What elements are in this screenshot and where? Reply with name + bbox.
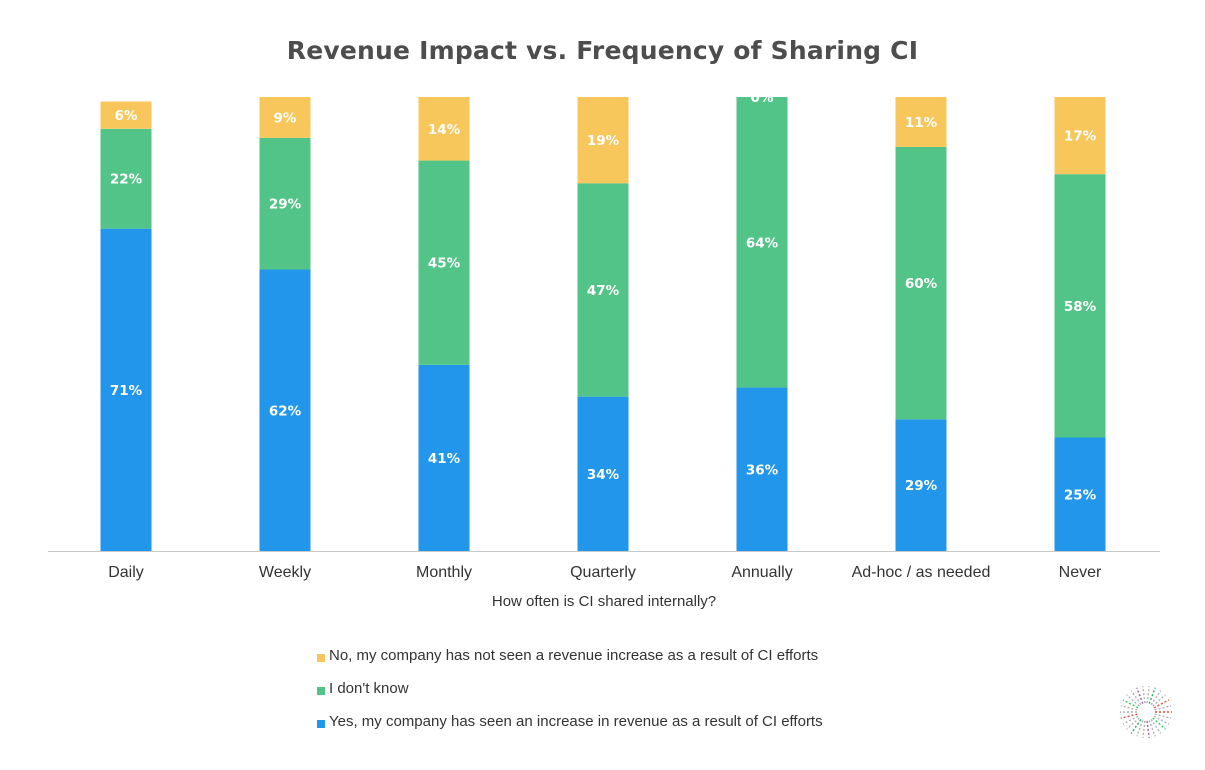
logo-ray xyxy=(1154,713,1172,719)
bar-segment-1-2 xyxy=(259,269,311,551)
data-label: 25% xyxy=(1064,487,1097,503)
logo-ray xyxy=(1148,720,1156,737)
data-label: 64% xyxy=(746,235,779,251)
logo-ray xyxy=(1150,719,1162,734)
logo-ray xyxy=(1142,686,1146,704)
data-label: 71% xyxy=(110,383,143,399)
bar-segment-2-7 xyxy=(1054,174,1106,438)
logo-ray xyxy=(1120,713,1138,719)
logo-ray xyxy=(1152,694,1166,707)
bar-segment-2-1 xyxy=(100,128,152,229)
x-tick-label: Monthly xyxy=(416,564,472,581)
x-tick-label: Weekly xyxy=(259,564,311,581)
logo-ray xyxy=(1153,715,1170,725)
x-tick-label: Ad-hoc / as needed xyxy=(852,564,991,581)
bar-segment-2-3 xyxy=(418,160,470,365)
bar-segment-1-4 xyxy=(577,396,629,551)
bar-segment-1-3 xyxy=(418,364,470,551)
logo-ray xyxy=(1136,720,1144,737)
legend-swatch xyxy=(317,653,325,662)
data-label: 29% xyxy=(269,197,302,213)
bar-segment-3-2 xyxy=(259,97,311,138)
x-axis-title: How often is CI shared internally? xyxy=(492,593,716,610)
logo-ray xyxy=(1126,694,1140,707)
data-label: 60% xyxy=(905,276,938,292)
logo-ray xyxy=(1136,687,1144,704)
logo-ray xyxy=(1122,715,1139,725)
bar-segment-1-7 xyxy=(1054,437,1106,551)
logo-ray xyxy=(1152,717,1166,730)
logo-ray xyxy=(1146,720,1150,738)
logo-ray xyxy=(1130,719,1142,734)
bar-segment-2-2 xyxy=(259,137,311,270)
bar-segment-3-6 xyxy=(895,97,947,147)
bar-segment-2-4 xyxy=(577,183,629,397)
data-label: 34% xyxy=(587,467,620,483)
data-label: 14% xyxy=(428,122,461,138)
logo-ray xyxy=(1146,686,1150,704)
x-tick-label: Daily xyxy=(108,564,144,581)
data-label: 29% xyxy=(905,478,938,494)
bar-segment-3-1 xyxy=(100,101,152,129)
data-label: 19% xyxy=(587,133,620,149)
logo-ray xyxy=(1148,687,1156,704)
data-label: 36% xyxy=(746,462,779,478)
data-label: 62% xyxy=(269,403,302,419)
logo-ray xyxy=(1142,720,1146,738)
data-label: 22% xyxy=(110,172,143,188)
logo-ray xyxy=(1120,705,1138,711)
data-label: 6% xyxy=(115,108,138,124)
logo-ray xyxy=(1154,705,1172,711)
legend-item: I don't know xyxy=(317,672,823,705)
legend-item: No, my company has not seen a revenue in… xyxy=(317,639,823,672)
bar-segment-1-1 xyxy=(100,228,152,551)
legend-label: No, my company has not seen a revenue in… xyxy=(329,647,819,664)
legend-swatch xyxy=(317,686,325,695)
logo-ray xyxy=(1126,717,1140,730)
x-tick-label: Quarterly xyxy=(570,564,636,581)
logo-ray xyxy=(1130,690,1142,705)
legend: No, my company has not seen a revenue in… xyxy=(317,639,823,738)
starburst-logo-icon xyxy=(1120,686,1172,738)
bar-segment-3-4 xyxy=(577,97,629,184)
data-label: 47% xyxy=(587,283,620,299)
data-label: 9% xyxy=(274,110,297,126)
x-tick-label: Never xyxy=(1059,564,1102,581)
logo-ray xyxy=(1153,699,1170,709)
data-label: 17% xyxy=(1064,129,1097,145)
bar-segment-1-6 xyxy=(895,419,947,551)
bar-segment-3-7 xyxy=(1054,97,1106,175)
bar-segment-1-5 xyxy=(736,387,788,551)
data-label: 11% xyxy=(905,115,938,131)
legend-swatch xyxy=(317,719,325,728)
bar-segment-2-6 xyxy=(895,146,947,420)
legend-label: Yes, my company has seen an increase in … xyxy=(329,713,823,730)
plot-top-clip xyxy=(0,80,1205,97)
chart-title: Revenue Impact vs. Frequency of Sharing … xyxy=(286,36,919,65)
logo-ray xyxy=(1150,690,1162,705)
x-tick-label: Annually xyxy=(731,564,792,581)
bar-segment-3-3 xyxy=(418,97,470,161)
data-label: 45% xyxy=(428,256,461,272)
legend-item: Yes, my company has seen an increase in … xyxy=(317,705,823,738)
data-label: 41% xyxy=(428,451,461,467)
logo-ray xyxy=(1122,699,1139,709)
bar-segment-2-5 xyxy=(736,97,788,388)
legend-label: I don't know xyxy=(329,680,409,697)
data-label: 58% xyxy=(1064,299,1097,315)
